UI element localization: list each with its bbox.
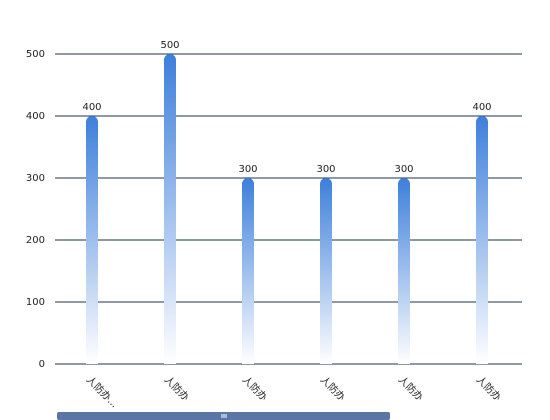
slider-handle[interactable]	[221, 414, 227, 418]
x-tick-label: 人防办...	[84, 373, 121, 410]
bar	[164, 54, 176, 364]
y-tick-label: 500	[26, 49, 45, 60]
data-zoom-slider[interactable]	[57, 412, 390, 420]
x-tick-label: 人防办	[162, 373, 192, 403]
x-tick-label: 人防办	[318, 373, 348, 403]
bar	[86, 116, 98, 364]
data-label: 500	[160, 40, 179, 51]
y-tick-label: 200	[26, 235, 45, 246]
x-tick-label: 人防办	[474, 373, 504, 403]
x-tick-label: 人防办	[240, 373, 270, 403]
data-label: 400	[472, 102, 491, 113]
y-tick-label: 0	[39, 359, 45, 370]
bar	[242, 178, 254, 364]
bar	[476, 116, 488, 364]
x-tick-label: 人防办	[396, 373, 426, 403]
data-label: 300	[394, 164, 413, 175]
y-tick-label: 100	[26, 297, 45, 308]
data-label: 400	[82, 102, 101, 113]
y-tick-label: 400	[26, 111, 45, 122]
bar	[398, 178, 410, 364]
data-label: 300	[238, 164, 257, 175]
bar	[320, 178, 332, 364]
y-tick-label: 300	[26, 173, 45, 184]
data-label: 300	[316, 164, 335, 175]
